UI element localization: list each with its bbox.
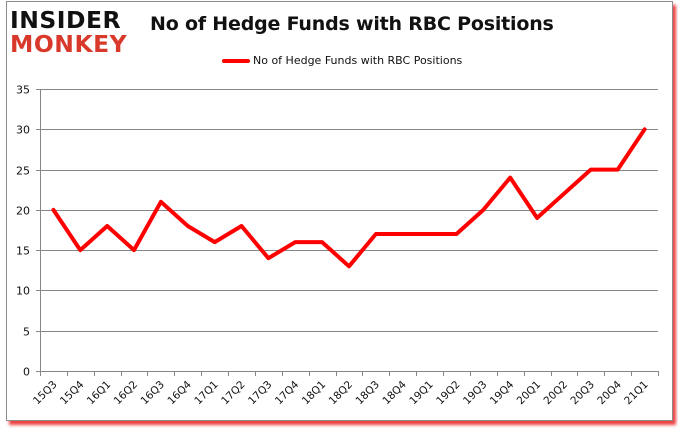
x-tick-label: 17Q2 — [219, 379, 248, 408]
x-tick-label: 15Q3 — [31, 379, 60, 408]
x-tick-label: 20Q1 — [515, 379, 544, 408]
x-tick-label: 18Q2 — [327, 379, 356, 408]
y-tick-label: 35 — [16, 84, 30, 97]
x-tick-label: 21Q1 — [622, 379, 651, 408]
x-tick-label: 17Q1 — [192, 379, 221, 408]
x-tick-label: 19Q2 — [434, 379, 463, 408]
insider-monkey-logo: INSIDER MONKEY — [10, 8, 128, 58]
x-tick-label: 20Q4 — [595, 378, 624, 407]
y-tick-label: 20 — [16, 205, 30, 218]
gridlines — [40, 89, 658, 332]
y-tick-label: 15 — [16, 245, 30, 258]
y-tick-label: 30 — [16, 124, 30, 137]
y-axis: 0 5 10 15 20 25 30 35 — [16, 84, 41, 379]
x-tick-label: 16Q3 — [139, 379, 168, 408]
x-tick-label: 19Q3 — [461, 379, 490, 408]
x-tick-label: 16Q1 — [85, 379, 114, 408]
x-tick-label: 18Q4 — [380, 378, 409, 407]
x-tick-label: 20Q3 — [568, 379, 597, 408]
y-tick-label: 25 — [16, 165, 30, 178]
y-tick-label: 10 — [16, 285, 30, 298]
legend-line-swatch — [222, 58, 250, 63]
series-line — [51, 127, 647, 269]
x-tick-label: 19Q1 — [407, 379, 436, 408]
x-tick-label: 15Q4 — [58, 378, 87, 407]
y-tick-label: 5 — [23, 326, 30, 339]
chart-title: No of Hedge Funds with RBC Positions — [150, 13, 554, 35]
x-tick-label: 16Q2 — [112, 379, 141, 408]
x-tick-label: 18Q3 — [353, 379, 382, 408]
legend-label: No of Hedge Funds with RBC Positions — [253, 54, 463, 67]
logo-text-insider: INSIDER — [10, 8, 122, 34]
x-axis: 15Q315Q416Q116Q216Q316Q417Q117Q217Q317Q4… — [31, 371, 659, 408]
x-tick-label: 20Q2 — [542, 379, 571, 408]
y-tick-label: 0 — [23, 366, 30, 379]
x-tick-label: 18Q1 — [300, 379, 329, 408]
x-tick-label: 19Q4 — [488, 378, 517, 407]
x-tick-label: 16Q4 — [165, 378, 194, 407]
x-tick-label: 17Q3 — [246, 379, 275, 408]
chart-legend: No of Hedge Funds with RBC Positions — [222, 54, 462, 67]
logo-text-monkey: MONKEY — [10, 32, 128, 58]
x-tick-label: 17Q4 — [273, 378, 302, 407]
